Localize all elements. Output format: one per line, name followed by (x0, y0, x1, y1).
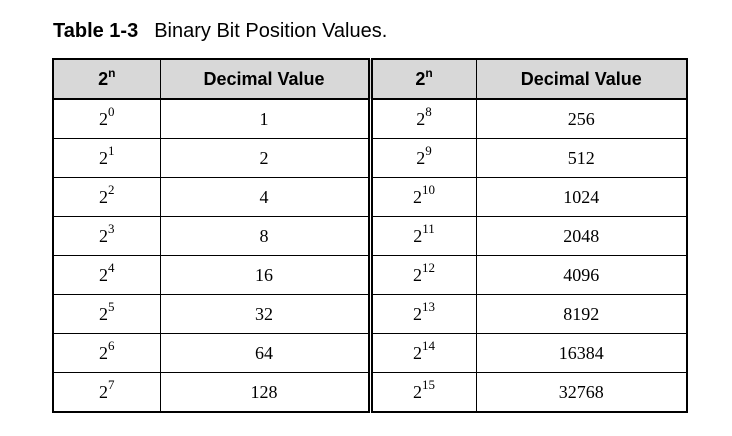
power-cell-right: 211 (369, 216, 477, 256)
power-exponent: 11 (422, 220, 435, 236)
power-cell-left: 23 (52, 216, 161, 256)
power-exponent: 5 (108, 298, 115, 314)
header-power-base: 2 (415, 68, 426, 89)
power-exponent: 12 (422, 259, 435, 275)
table-caption: Table 1-3 Binary Bit Position Values. (53, 19, 387, 43)
power-cell-right: 28 (369, 98, 477, 139)
table-title: Binary Bit Position Values. (154, 20, 388, 42)
decimal-cell-right: 256 (475, 98, 688, 139)
power-exponent: 1 (108, 142, 115, 158)
power-base: 2 (99, 342, 108, 363)
decimal-cell-right: 512 (475, 138, 688, 178)
power-base: 2 (416, 147, 426, 168)
table-row: 23 8 211 2048 (52, 216, 688, 256)
power-base: 2 (99, 186, 108, 207)
power-exponent: 3 (108, 220, 115, 236)
power-exponent: 6 (108, 337, 115, 353)
power-cell-left: 27 (52, 372, 161, 413)
power-base: 2 (99, 303, 108, 324)
power-base: 2 (99, 108, 108, 129)
decimal-cell-right: 16384 (475, 333, 688, 373)
power-cell-right: 215 (369, 372, 477, 413)
table-row: 20 1 28 256 (52, 98, 688, 139)
power-base: 2 (99, 147, 108, 168)
power-exponent: 14 (422, 337, 435, 353)
power-cell-right: 212 (369, 255, 477, 295)
decimal-cell-right: 1024 (475, 177, 688, 217)
power-base: 2 (416, 108, 426, 129)
power-exponent: 15 (422, 376, 435, 392)
table-row: 22 4 210 1024 (52, 177, 688, 217)
power-cell-right: 213 (369, 294, 477, 334)
header-power-right: 2n (369, 58, 477, 100)
table-row: 21 2 29 512 (52, 138, 688, 178)
power-base: 2 (99, 225, 108, 246)
bit-position-table: 2n Decimal Value 2n Decimal Value 20 1 28 2… (52, 58, 688, 413)
decimal-cell-right: 32768 (475, 372, 688, 413)
table-row: 27 128 215 32768 (52, 372, 688, 413)
power-cell-left: 26 (52, 333, 161, 373)
power-base: 2 (413, 342, 422, 363)
decimal-cell-left: 4 (159, 177, 373, 217)
header-power-exponent: n (425, 65, 433, 80)
power-base: 2 (413, 264, 422, 285)
power-exponent: 13 (422, 298, 435, 314)
power-cell-right: 210 (369, 177, 477, 217)
power-exponent: 7 (108, 376, 115, 392)
header-row: 2n Decimal Value 2n Decimal Value (52, 58, 688, 100)
header-power-exponent: n (108, 65, 116, 80)
decimal-cell-right: 4096 (475, 255, 688, 295)
decimal-cell-left: 1 (159, 98, 373, 139)
power-cell-left: 21 (52, 138, 161, 178)
table-row: 24 16 212 4096 (52, 255, 688, 295)
power-base: 2 (413, 225, 423, 246)
decimal-cell-left: 2 (159, 138, 373, 178)
decimal-cell-left: 32 (159, 294, 373, 334)
power-base: 2 (99, 264, 108, 285)
table-body: 20 1 28 256 21 2 29 512 22 4 210 1024 23 8 211 2048 24 16… (52, 98, 688, 413)
power-exponent: 9 (425, 142, 432, 158)
power-cell-left: 20 (52, 98, 161, 139)
decimal-cell-left: 8 (159, 216, 373, 256)
power-exponent: 4 (108, 259, 115, 275)
table-row: 25 32 213 8192 (52, 294, 688, 334)
decimal-cell-right: 8192 (475, 294, 688, 334)
power-exponent: 0 (108, 103, 115, 119)
power-base: 2 (413, 186, 422, 207)
power-exponent: 8 (425, 103, 432, 119)
decimal-cell-left: 128 (159, 372, 373, 413)
header-power-base: 2 (98, 68, 109, 89)
header-decimal-left: Decimal Value (159, 58, 373, 100)
power-cell-left: 24 (52, 255, 161, 295)
header-decimal-right: Decimal Value (475, 58, 688, 100)
power-base: 2 (99, 381, 108, 402)
power-base: 2 (413, 381, 422, 402)
table-number: Table 1-3 (53, 20, 139, 42)
decimal-cell-right: 2048 (475, 216, 688, 256)
table-header: 2n Decimal Value 2n Decimal Value (52, 58, 688, 100)
table-row: 26 64 214 16384 (52, 333, 688, 373)
power-exponent: 10 (422, 181, 435, 197)
power-cell-left: 25 (52, 294, 161, 334)
power-exponent: 2 (108, 181, 115, 197)
decimal-cell-left: 16 (159, 255, 373, 295)
power-cell-right: 214 (369, 333, 477, 373)
power-cell-left: 22 (52, 177, 161, 217)
decimal-cell-left: 64 (159, 333, 373, 373)
power-base: 2 (413, 303, 422, 324)
power-cell-right: 29 (369, 138, 477, 178)
header-power-left: 2n (52, 58, 161, 100)
